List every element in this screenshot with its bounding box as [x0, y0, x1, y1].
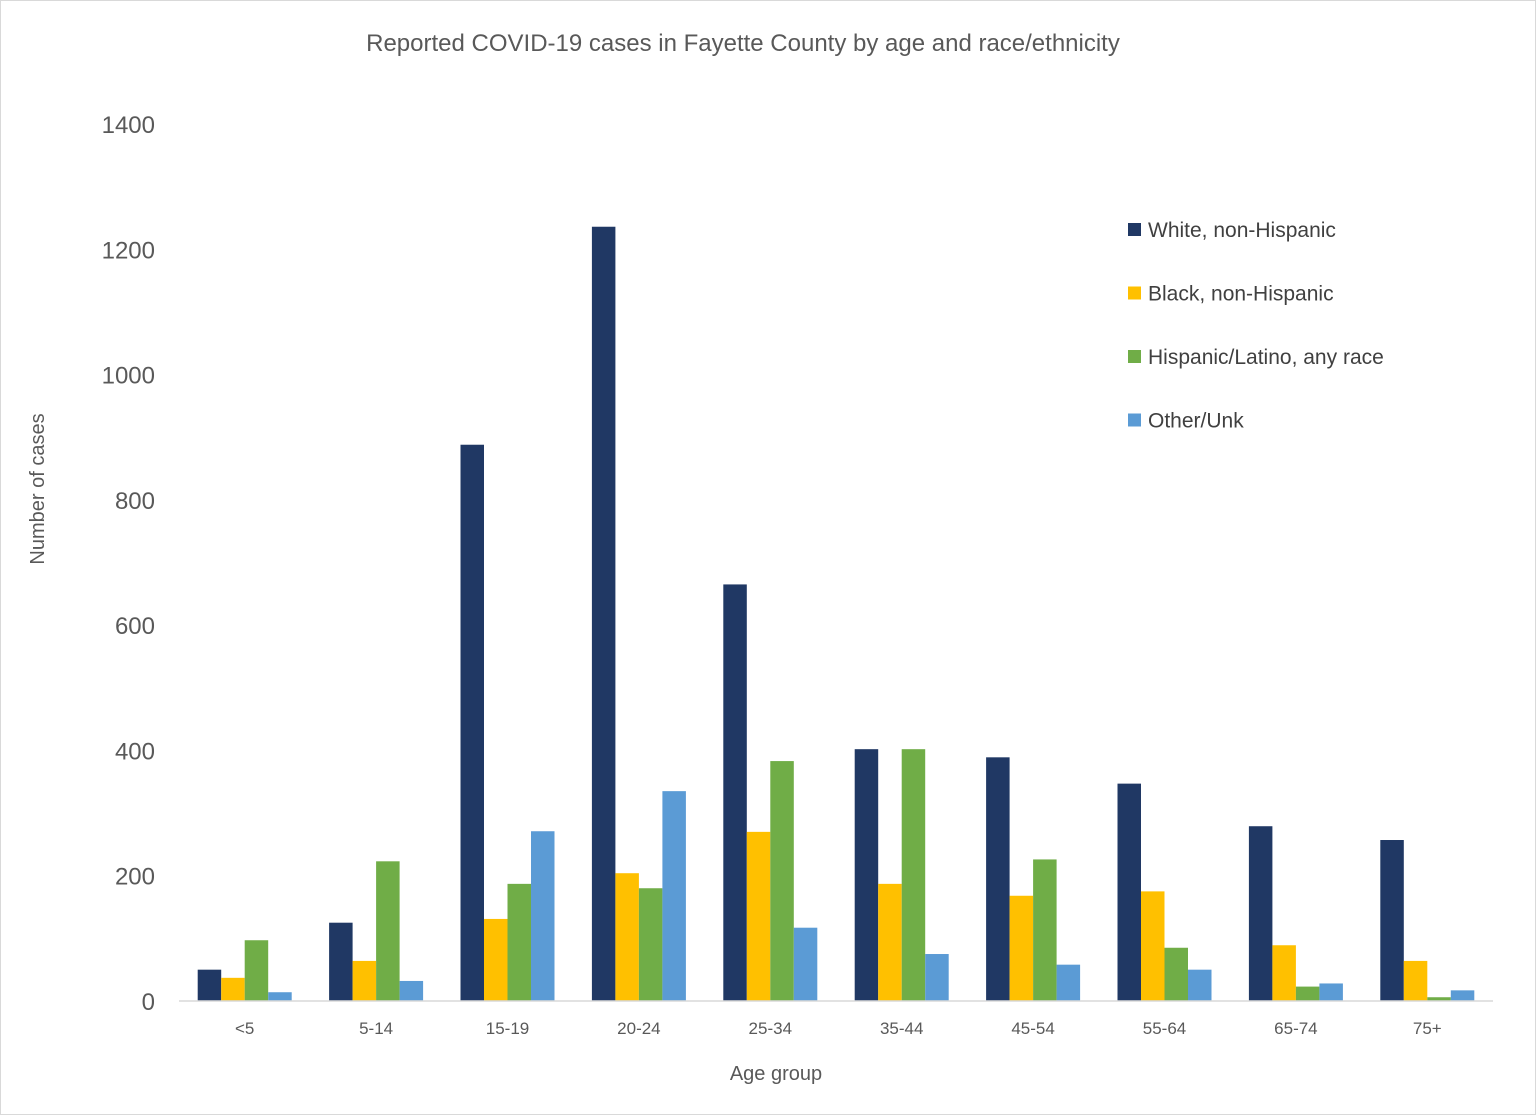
bar	[878, 883, 902, 1001]
bar	[197, 969, 222, 1001]
bar	[1056, 964, 1081, 1001]
bar	[1380, 840, 1404, 1001]
x-tick-label: 25-34	[749, 1019, 792, 1038]
bar	[986, 757, 1010, 1001]
bar	[615, 873, 639, 1001]
bar	[507, 883, 531, 1001]
bar	[329, 922, 353, 1001]
x-tick-label: 75+	[1413, 1019, 1442, 1038]
bar	[484, 918, 508, 1001]
bar	[221, 977, 245, 1001]
bar	[793, 927, 818, 1001]
x-tick-label: 65-74	[1274, 1019, 1317, 1038]
bar	[1248, 826, 1273, 1001]
bar	[1188, 969, 1212, 1001]
bar	[638, 888, 663, 1001]
legend-label: Black, non-Hispanic	[1148, 283, 1334, 306]
legend-swatch	[1128, 350, 1141, 363]
bar	[901, 749, 926, 1001]
x-tick-label: <5	[235, 1019, 254, 1038]
x-tick-label: 20-24	[617, 1019, 660, 1038]
bar	[244, 940, 269, 1001]
bar	[591, 226, 616, 1002]
bar	[770, 761, 794, 1001]
bar	[1033, 859, 1057, 1001]
y-tick-label: 1400	[102, 112, 155, 139]
bar	[723, 584, 747, 1001]
chart-title: Reported COVID-19 cases in Fayette Count…	[366, 30, 1120, 57]
x-tick-label: 55-64	[1143, 1019, 1186, 1038]
bar	[399, 980, 424, 1001]
bar	[1450, 990, 1475, 1001]
bar	[1164, 947, 1188, 1001]
bar	[1117, 783, 1141, 1001]
legend-swatch	[1128, 286, 1141, 300]
bar	[1141, 891, 1165, 1001]
legend-label: White, non-Hispanic	[1148, 219, 1336, 242]
bar	[662, 791, 686, 1001]
y-tick-label: 400	[115, 738, 155, 765]
y-tick-label: 1200	[102, 237, 155, 264]
y-tick-label: 0	[142, 989, 155, 1016]
x-tick-label: 5-14	[359, 1019, 393, 1038]
y-axis-ticks: 0 200 400 600 800 1000 1200 1400	[102, 112, 155, 1016]
y-tick-label: 200	[115, 864, 155, 891]
bar	[352, 960, 377, 1001]
y-tick-label: 800	[115, 488, 155, 515]
x-tick-label: 15-19	[486, 1019, 529, 1038]
bar	[1403, 960, 1428, 1001]
x-axis-ticks: <5 5-14 15-19 20-24 25-34 35-44 45-54 55-64 65-7…	[235, 1019, 1442, 1038]
legend-swatch	[1128, 413, 1141, 427]
legend-label: Other/Unk	[1148, 410, 1244, 433]
y-tick-label: 600	[115, 613, 155, 640]
bar	[1427, 997, 1451, 1001]
bars	[197, 226, 1475, 1002]
bar	[1272, 945, 1296, 1001]
bar	[1319, 983, 1343, 1001]
bar	[746, 831, 771, 1001]
x-axis-title: Age group	[730, 1063, 822, 1085]
bar	[1009, 895, 1034, 1001]
bar	[925, 954, 949, 1001]
legend-label: Hispanic/Latino, any race	[1148, 346, 1384, 369]
x-tick-label: 45-54	[1011, 1019, 1054, 1038]
legend: White, non-Hispanic Black, non-Hispanic Hi…	[1128, 219, 1384, 433]
y-tick-label: 1000	[102, 363, 155, 390]
legend-swatch	[1128, 223, 1141, 236]
bar	[376, 861, 400, 1001]
bar	[460, 444, 484, 1001]
y-axis-title: Number of cases	[27, 413, 49, 564]
bar	[1295, 986, 1320, 1001]
x-tick-label: 35-44	[880, 1019, 923, 1038]
bar	[268, 992, 292, 1001]
bar	[531, 831, 555, 1001]
bar	[854, 749, 879, 1001]
